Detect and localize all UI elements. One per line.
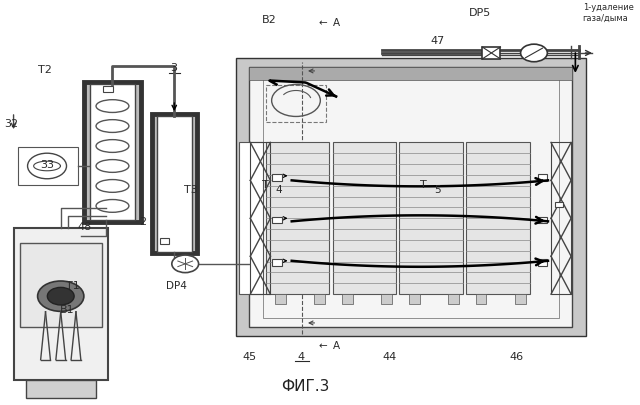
Text: $\leftarrow$ A: $\leftarrow$ A	[316, 16, 340, 28]
Text: B2: B2	[262, 15, 276, 25]
Bar	[275, 294, 285, 304]
Bar	[266, 143, 330, 294]
Bar	[408, 294, 420, 304]
Bar	[314, 294, 325, 304]
Bar	[272, 174, 282, 181]
Text: DP4: DP4	[166, 281, 186, 291]
Text: 3: 3	[170, 63, 177, 73]
Bar	[538, 217, 547, 223]
Text: 4: 4	[298, 352, 305, 362]
Bar	[90, 84, 135, 220]
Circle shape	[47, 288, 74, 305]
Bar	[266, 85, 326, 122]
Bar	[551, 143, 571, 294]
Text: 5: 5	[435, 185, 441, 195]
Bar	[342, 294, 353, 304]
Bar	[249, 67, 572, 80]
Text: 45: 45	[243, 352, 257, 362]
Bar	[84, 82, 141, 222]
Bar	[236, 58, 586, 336]
Bar	[13, 228, 108, 379]
Bar	[19, 147, 78, 185]
Text: T: T	[262, 180, 268, 190]
Text: ФИГ.3: ФИГ.3	[282, 379, 330, 394]
Bar	[103, 86, 113, 92]
Text: 48: 48	[77, 222, 92, 232]
Text: 33: 33	[40, 160, 54, 170]
Bar	[262, 76, 559, 318]
Circle shape	[172, 255, 198, 273]
Text: 46: 46	[510, 352, 524, 362]
Bar	[159, 238, 169, 244]
Bar	[555, 202, 563, 207]
Text: 32: 32	[4, 119, 19, 129]
Bar	[26, 379, 96, 398]
Text: T: T	[420, 180, 427, 190]
Text: T2: T2	[38, 65, 52, 75]
Bar	[467, 143, 531, 294]
Text: 47: 47	[431, 36, 445, 46]
Text: 2: 2	[139, 217, 146, 227]
Bar	[272, 259, 282, 266]
Bar	[272, 217, 282, 223]
Bar	[250, 143, 271, 294]
Text: 44: 44	[383, 352, 397, 362]
Text: DP5: DP5	[469, 8, 492, 18]
Text: 4: 4	[276, 185, 282, 195]
Bar	[399, 143, 463, 294]
Bar	[482, 47, 500, 59]
Circle shape	[38, 281, 84, 311]
Bar	[157, 116, 192, 252]
Text: T1: T1	[66, 281, 79, 291]
Bar	[476, 294, 486, 304]
Bar	[381, 294, 392, 304]
Text: B1: B1	[60, 305, 74, 315]
Circle shape	[520, 44, 547, 62]
Bar	[448, 294, 459, 304]
Bar	[333, 143, 396, 294]
Bar	[20, 243, 102, 326]
Bar	[538, 259, 547, 266]
Circle shape	[28, 153, 67, 179]
Text: $\leftarrow$ A: $\leftarrow$ A	[316, 339, 340, 351]
Bar	[538, 174, 547, 181]
Text: 1-удаление
газа/дыма: 1-удаление газа/дыма	[582, 3, 634, 23]
Text: T3: T3	[184, 185, 198, 195]
Bar	[515, 294, 526, 304]
Bar	[239, 143, 262, 294]
Bar	[152, 115, 196, 254]
Bar	[249, 67, 572, 327]
